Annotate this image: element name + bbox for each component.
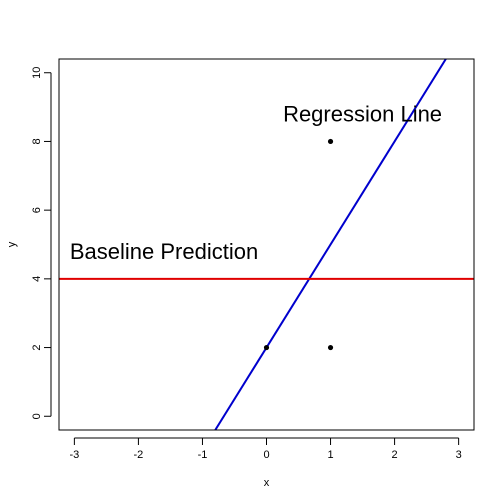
plot-frame	[58, 58, 475, 431]
x-tick-label: 3	[456, 449, 462, 461]
x-tick-label: 2	[392, 449, 398, 461]
y-tick-label: 0	[31, 413, 43, 419]
data-point	[327, 344, 334, 351]
y-axis-title: y	[6, 241, 18, 247]
x-axis-title: x	[264, 477, 270, 489]
x-tick-label: -2	[134, 449, 144, 461]
annotation-label: Regression Line	[283, 101, 442, 126]
x-tick-label: 0	[263, 449, 269, 461]
x-tick-label: -3	[69, 449, 79, 461]
data-point	[263, 344, 270, 351]
x-tick-label: -1	[198, 449, 208, 461]
data-point	[327, 138, 334, 145]
axes-layer: -3 -2 -1 0 1 2 3 0 2 4 6 8 10	[31, 67, 462, 461]
y-tick-label: 6	[31, 207, 43, 213]
x-tick-label: 1	[327, 449, 333, 461]
y-tick-label: 10	[31, 67, 43, 79]
y-tick-label: 4	[31, 276, 43, 282]
y-tick-label: 2	[31, 344, 43, 350]
annotation-label: Baseline Prediction	[70, 239, 258, 264]
y-tick-label: 8	[31, 138, 43, 144]
